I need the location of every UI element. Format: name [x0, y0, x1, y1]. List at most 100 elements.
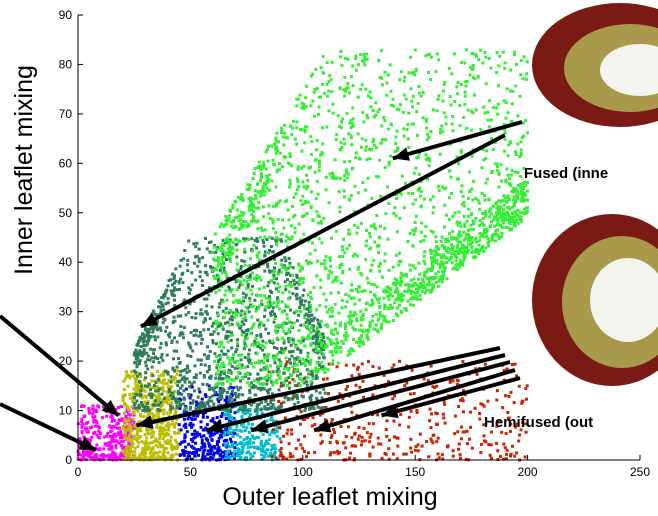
data-point — [495, 424, 499, 428]
data-point — [110, 457, 114, 461]
data-point — [437, 262, 441, 266]
data-point — [137, 353, 140, 357]
data-point — [288, 265, 292, 269]
data-point — [437, 247, 441, 251]
data-point — [269, 279, 273, 283]
data-point — [387, 163, 391, 167]
data-point — [101, 453, 105, 457]
data-point — [161, 408, 165, 412]
data-point — [200, 279, 204, 283]
data-point — [287, 218, 291, 222]
data-point — [306, 376, 310, 380]
data-point — [333, 158, 337, 162]
data-point — [253, 437, 257, 440]
data-point — [172, 445, 176, 449]
data-point — [263, 190, 267, 193]
data-point — [250, 315, 254, 319]
data-point — [371, 422, 375, 426]
data-point — [437, 94, 441, 98]
data-point — [194, 449, 198, 453]
data-point — [292, 341, 295, 344]
data-point — [308, 314, 312, 318]
data-point — [267, 212, 271, 216]
data-point — [405, 364, 409, 368]
data-point — [266, 262, 269, 266]
data-point — [110, 420, 114, 423]
data-point — [244, 335, 248, 339]
data-point — [240, 283, 244, 287]
data-point — [286, 278, 289, 282]
data-point — [415, 110, 419, 114]
data-point — [334, 276, 338, 280]
data-point — [183, 408, 187, 412]
data-point — [259, 408, 263, 412]
data-point — [506, 154, 510, 158]
data-point — [385, 81, 389, 85]
data-point — [230, 378, 234, 382]
data-point — [260, 176, 264, 180]
data-point — [125, 375, 129, 379]
data-point — [262, 285, 266, 289]
data-point — [431, 267, 434, 270]
data-point — [391, 265, 395, 269]
data-point — [145, 436, 149, 440]
data-point — [252, 172, 256, 175]
data-point — [228, 362, 232, 366]
data-point — [511, 89, 515, 93]
data-point — [443, 421, 447, 425]
data-point — [295, 188, 299, 192]
data-point — [434, 70, 438, 74]
data-point — [317, 237, 321, 241]
data-point — [244, 305, 248, 309]
data-point — [459, 150, 463, 154]
data-point — [422, 254, 426, 258]
data-point — [380, 124, 384, 128]
data-point — [344, 305, 348, 309]
data-point — [329, 291, 333, 295]
data-point — [435, 384, 439, 388]
data-point — [288, 361, 292, 365]
data-point — [228, 317, 232, 321]
data-point — [276, 296, 279, 300]
data-point — [505, 167, 509, 171]
data-point — [290, 284, 294, 288]
data-point — [225, 238, 229, 242]
data-point — [240, 363, 244, 367]
data-point — [504, 452, 508, 456]
data-point — [91, 412, 95, 416]
data-point — [382, 373, 386, 377]
data-point — [252, 205, 256, 209]
data-point — [279, 381, 283, 385]
data-point — [266, 265, 270, 269]
data-point — [267, 144, 270, 148]
data-point — [194, 376, 198, 380]
data-point — [108, 424, 112, 428]
data-point — [258, 304, 262, 308]
data-point — [261, 383, 265, 387]
data-point — [150, 372, 154, 376]
data-point — [410, 99, 414, 103]
data-point — [135, 432, 139, 436]
data-point — [459, 437, 463, 441]
data-point — [419, 190, 423, 193]
data-point — [276, 457, 280, 461]
data-point — [518, 433, 522, 437]
data-point — [360, 83, 364, 87]
data-point — [349, 451, 353, 455]
data-point — [412, 171, 416, 175]
data-point — [351, 106, 355, 110]
data-point — [426, 177, 429, 181]
data-point — [107, 447, 111, 451]
data-point — [415, 408, 419, 412]
data-point — [209, 432, 213, 435]
data-point — [385, 419, 389, 423]
data-point — [198, 448, 202, 452]
data-point — [337, 190, 341, 194]
data-point — [467, 243, 471, 247]
data-point — [207, 457, 211, 461]
data-point — [515, 189, 519, 193]
data-point — [198, 371, 202, 375]
data-point — [192, 329, 196, 332]
data-point — [123, 432, 127, 436]
data-point — [304, 96, 308, 100]
